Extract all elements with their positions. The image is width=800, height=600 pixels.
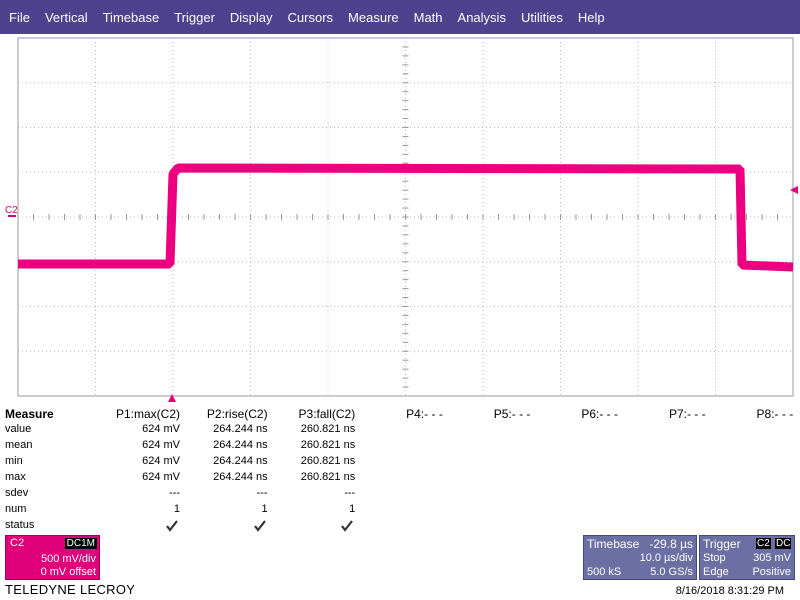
grid xyxy=(17,37,794,397)
measure-column-header[interactable]: P3:fall(C2) xyxy=(298,407,356,421)
trigger-title: Trigger xyxy=(703,537,741,551)
measure-column-header[interactable]: P4:- - - xyxy=(406,407,443,421)
measure-cell: 624 mV xyxy=(142,471,180,483)
timestamp: 8/16/2018 8:31:29 PM xyxy=(675,585,784,597)
trigger-level xyxy=(790,186,798,194)
menu-item[interactable]: Cursors xyxy=(287,9,334,25)
menu-item[interactable]: Trigger xyxy=(174,9,215,25)
channel-offset: 0 mV offset xyxy=(40,566,96,578)
measure-row-label: num xyxy=(5,503,27,515)
measure-cell: 260.821 ns xyxy=(300,423,356,435)
channel-coupling: DC1M xyxy=(64,538,97,549)
menu-item[interactable]: Display xyxy=(229,9,273,25)
measure-column-header[interactable]: P7:- - - xyxy=(668,407,706,421)
trigger-source: C2 xyxy=(756,538,771,549)
measure-title: Measure xyxy=(5,407,54,421)
menu-item[interactable]: File xyxy=(9,9,30,25)
measure-cell: 264.244 ns xyxy=(213,455,268,467)
channel-name: C2 xyxy=(10,537,25,549)
timebase-scale: 10.0 µs/div xyxy=(639,552,693,564)
timebase-box[interactable]: Timebase -29.8 µs 10.0 µs/div 500 kS 5.0… xyxy=(583,535,697,580)
measure-cell: 1 xyxy=(261,503,268,515)
menu-item[interactable]: Timebase xyxy=(102,9,160,25)
waveform xyxy=(18,163,794,272)
measure-cell: 1 xyxy=(349,503,356,515)
trigger-type: Edge xyxy=(703,566,729,578)
measure-cell: 260.821 ns xyxy=(300,455,356,467)
measure-column-header[interactable]: P6:- - - xyxy=(581,407,618,421)
check-glyph xyxy=(341,520,354,532)
trigger-slope: Positive xyxy=(752,566,791,578)
trigger-mode: Stop xyxy=(703,552,726,564)
trigger-position xyxy=(168,394,176,402)
measure-row-label: value xyxy=(5,423,32,435)
scope-display: C2 xyxy=(5,37,798,402)
menu-item[interactable]: Measure xyxy=(348,9,399,25)
menu-item[interactable]: Analysis xyxy=(457,9,506,25)
menu-bar: File Vertical Timebase Trigger Display Cursor… xyxy=(0,0,800,34)
measure-column-header[interactable]: P1:max(C2) xyxy=(115,407,180,421)
measure-cell: --- xyxy=(169,487,180,499)
status-check xyxy=(253,520,266,532)
menu-item[interactable]: Utilities xyxy=(520,9,563,25)
trigger-box[interactable]: Trigger C2 DC Stop 305 mV Edge Positive xyxy=(699,535,795,580)
measure-cell: 624 mV xyxy=(142,423,180,435)
measure-row-label: max xyxy=(5,471,26,483)
menu-item[interactable]: Math xyxy=(413,9,443,25)
timebase-samples: 500 kS xyxy=(587,566,622,578)
trigger-coupling: DC xyxy=(775,538,792,549)
measure-column-header[interactable]: P5:- - - xyxy=(493,407,531,421)
measure-cell: 264.244 ns xyxy=(213,439,268,451)
measure-cell: 1 xyxy=(173,503,180,515)
channel-marker: C2 xyxy=(5,205,18,216)
measure-row-label: mean xyxy=(5,439,33,451)
measure-column-header[interactable]: P8:- - - xyxy=(756,407,794,421)
measure-cell: --- xyxy=(344,487,356,499)
menu-item[interactable]: Vertical xyxy=(44,9,88,25)
timebase-rate: 5.0 GS/s xyxy=(650,566,693,578)
measure-cell: 264.244 ns xyxy=(213,423,268,435)
timebase-delay: -29.8 µs xyxy=(649,537,693,551)
measure-cell: --- xyxy=(256,487,268,499)
measure-cell: 264.244 ns xyxy=(213,471,268,483)
measure-row-label: sdev xyxy=(5,487,29,499)
trigger-level: 305 mV xyxy=(753,552,791,564)
measure-cell: 624 mV xyxy=(142,439,180,451)
channel-scale: 500 mV/div xyxy=(40,553,96,565)
status-check xyxy=(166,520,178,532)
timebase-title: Timebase xyxy=(587,537,640,551)
channel-box[interactable]: C2 DC1M 500 mV/div 0 mV offset xyxy=(5,535,100,580)
brand: TELEDYNE LECROY xyxy=(5,582,136,597)
menu-item[interactable]: Help xyxy=(577,9,605,25)
status-check xyxy=(341,520,354,532)
check-glyph xyxy=(166,520,178,532)
measure-row-label: min xyxy=(5,455,23,467)
measure-cell: 260.821 ns xyxy=(300,439,356,451)
measure-column-header[interactable]: P2:rise(C2) xyxy=(206,407,268,421)
measure-cell: 260.821 ns xyxy=(300,471,356,483)
measure-cell: 624 mV xyxy=(142,455,180,467)
measure-row-label: status xyxy=(5,519,35,531)
check-glyph xyxy=(253,520,266,532)
